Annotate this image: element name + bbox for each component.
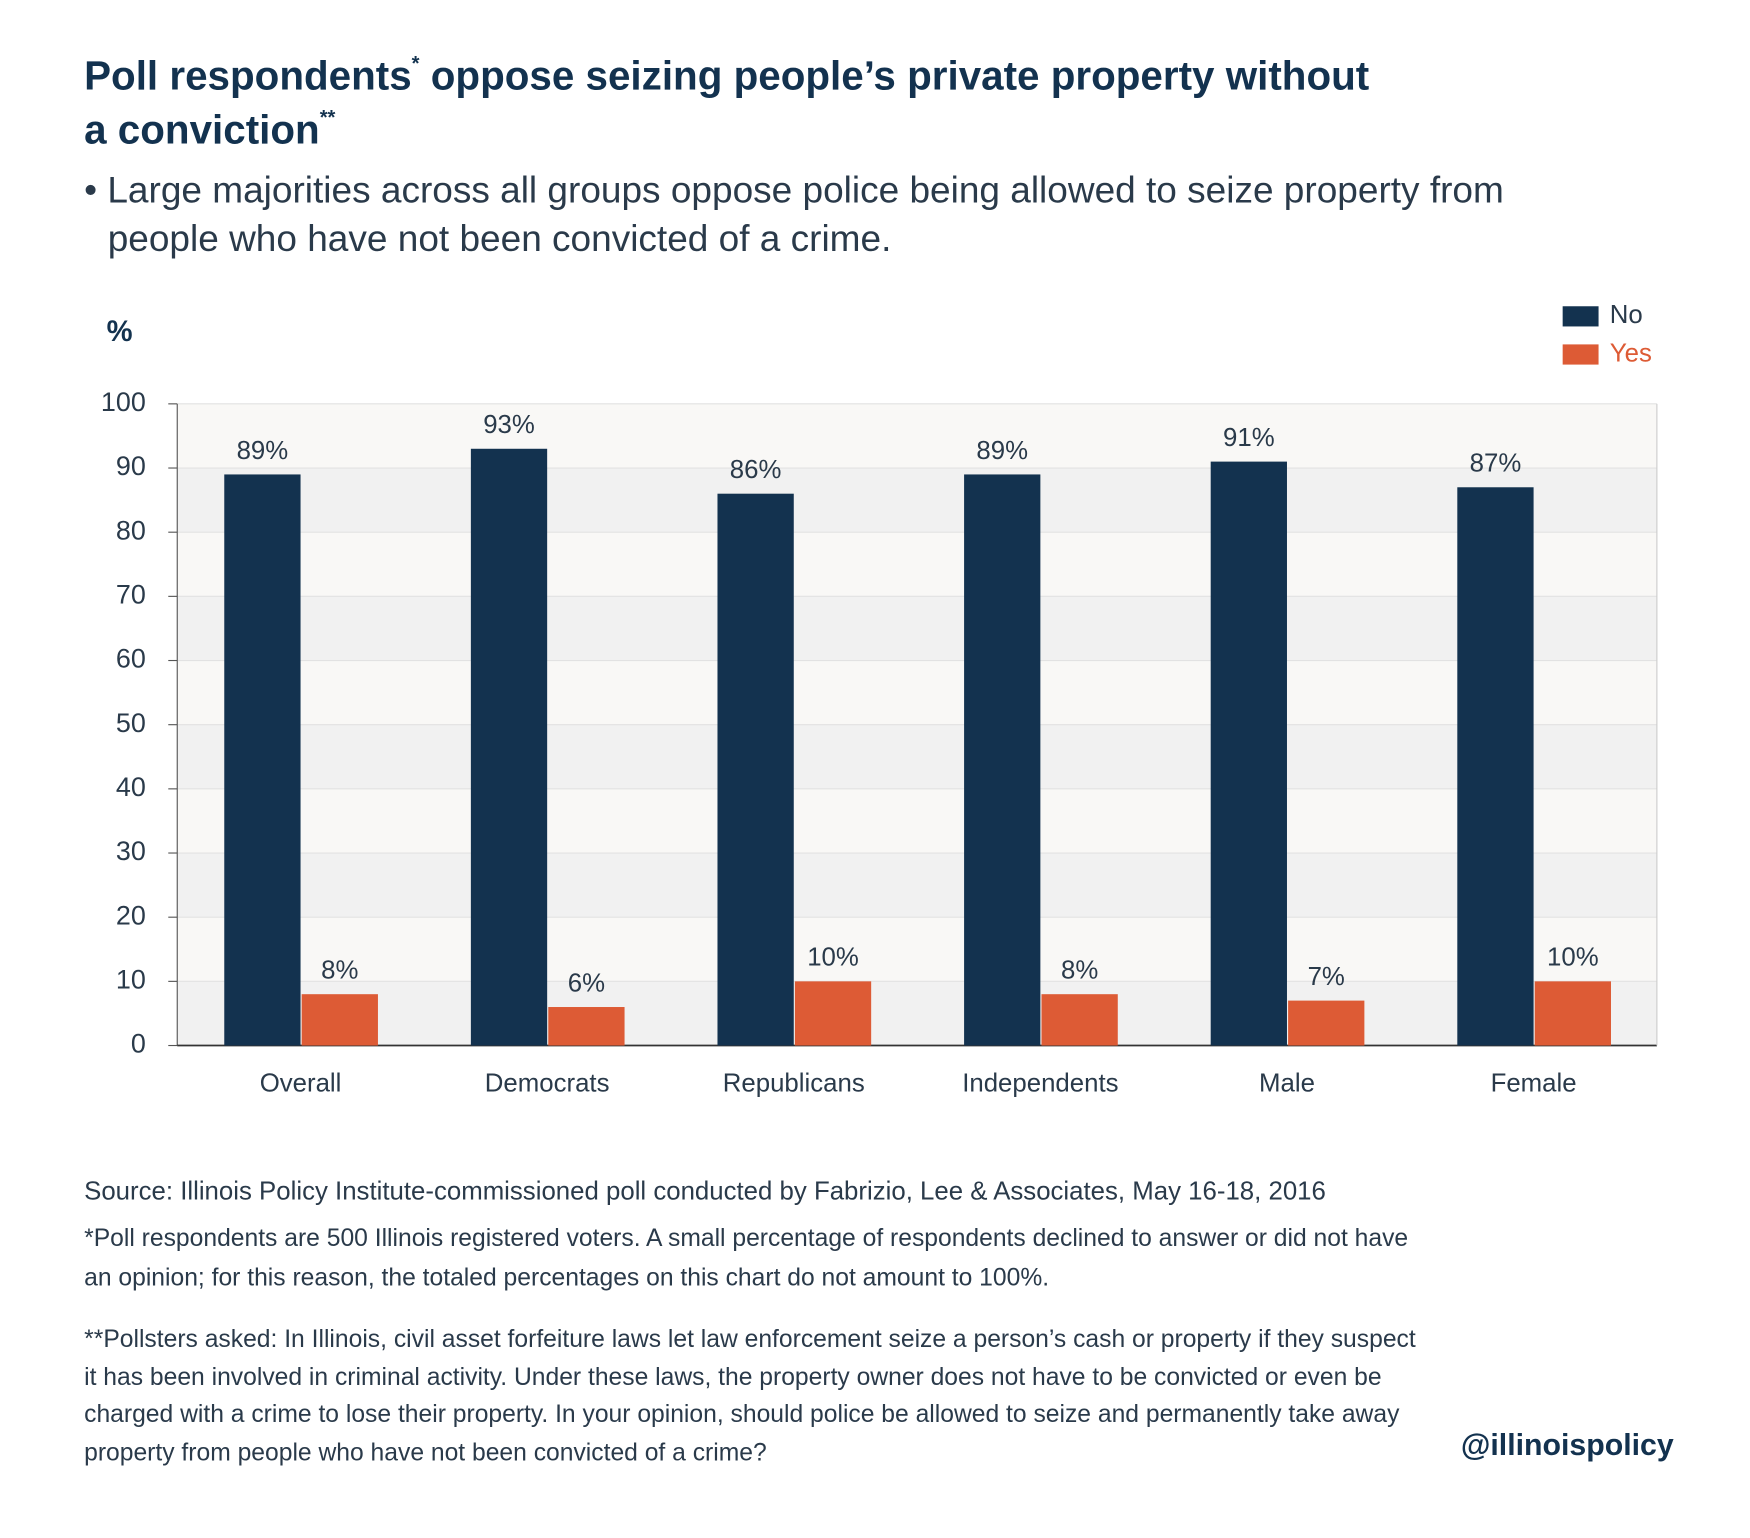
grid-band <box>177 788 1657 854</box>
grid-band <box>177 468 1657 533</box>
grid-band <box>177 532 1657 597</box>
credit: @illinoispolicy <box>1461 1429 1674 1462</box>
y-tick-label: 60 <box>116 644 146 674</box>
legend-label: No <box>1610 301 1643 329</box>
y-tick-label: 50 <box>116 708 146 738</box>
value-label: 7% <box>1308 963 1345 991</box>
bar <box>964 474 1041 1046</box>
x-tick-label: Overall <box>260 1070 342 1098</box>
y-tick-label: 10 <box>116 964 146 994</box>
bar <box>794 981 872 1046</box>
x-tick-label: Republicans <box>723 1070 865 1098</box>
chart-title: a conviction** <box>84 106 335 152</box>
value-label: 10% <box>1547 944 1599 972</box>
source: Source: Illinois Policy Institute-commis… <box>84 1177 1326 1205</box>
y-tick-label: 30 <box>116 836 146 866</box>
title-text: Poll respondents <box>84 52 412 98</box>
footnote: it has been involved in criminal activit… <box>84 1364 1381 1391</box>
x-tick-label: Democrats <box>485 1070 610 1098</box>
title-text: oppose seizing people’s private property… <box>420 52 1370 98</box>
value-label: 87% <box>1470 450 1522 478</box>
footnote: *Poll respondents are 500 Illinois regis… <box>84 1225 1408 1252</box>
bar <box>470 448 548 1046</box>
legend-label: Yes <box>1610 339 1652 367</box>
x-tick-label: Male <box>1259 1070 1315 1098</box>
title-note: ** <box>320 107 336 129</box>
value-label: 8% <box>321 957 358 985</box>
value-label: 89% <box>237 437 289 465</box>
y-tick-label: 0 <box>131 1029 146 1059</box>
bar <box>224 474 301 1046</box>
legend-swatch <box>1562 344 1599 365</box>
value-label: 6% <box>568 969 605 997</box>
value-label: 93% <box>483 411 535 439</box>
grid-band <box>177 917 1657 982</box>
value-label: 86% <box>730 456 782 484</box>
y-tick-label: 80 <box>116 515 146 545</box>
subtitle: people who have not been convicted of a … <box>108 217 892 259</box>
x-tick-label: Female <box>1491 1070 1577 1098</box>
footnote: charged with a crime to lose their prope… <box>84 1401 1400 1428</box>
chart-title: Poll respondents* oppose seizing people’… <box>84 52 1369 98</box>
bar <box>1534 981 1611 1046</box>
subtitle: • Large majorities across all groups opp… <box>84 169 1504 211</box>
footnote: **Pollsters asked: In Illinois, civil as… <box>84 1326 1416 1353</box>
bar <box>1210 461 1287 1046</box>
value-label: 10% <box>807 944 859 972</box>
bar <box>301 994 378 1046</box>
bar <box>1457 487 1534 1046</box>
y-tick-label: 90 <box>116 451 146 481</box>
grid-band <box>177 403 1657 469</box>
title-note: * <box>412 53 420 75</box>
footnote: an opinion; for this reason, the totaled… <box>84 1264 1049 1291</box>
bar <box>548 1007 625 1046</box>
bar <box>1288 1000 1365 1046</box>
y-tick-label: 100 <box>101 387 146 417</box>
bar <box>1041 994 1118 1046</box>
y-tick-label: 20 <box>116 900 146 930</box>
x-tick-label: Independents <box>962 1070 1118 1098</box>
value-label: 91% <box>1223 424 1275 452</box>
y-tick-label: 70 <box>116 579 146 609</box>
y-tick-label: 40 <box>116 772 146 802</box>
grid-band <box>177 853 1657 918</box>
grid-band <box>177 660 1657 725</box>
grid-band <box>177 981 1657 1046</box>
bar <box>717 493 794 1046</box>
grid-band <box>177 596 1657 661</box>
legend-swatch <box>1562 306 1599 327</box>
value-label: 8% <box>1061 957 1098 985</box>
title-text: a conviction <box>84 106 320 152</box>
value-label: 89% <box>976 437 1028 465</box>
grid-band <box>177 724 1657 789</box>
y-axis-label: % <box>107 316 133 348</box>
footnote: property from people who have not been c… <box>84 1439 767 1466</box>
